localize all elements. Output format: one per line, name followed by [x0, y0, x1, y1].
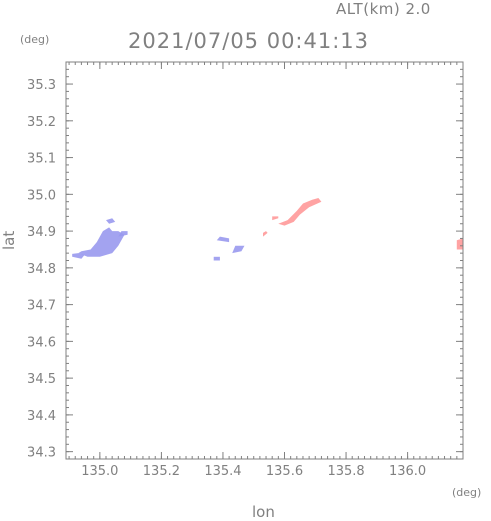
y-tick-label: 35.1: [27, 152, 56, 167]
major-ticks: [66, 62, 463, 459]
y-tick-label: 35.0: [27, 188, 56, 203]
y-tick-label: 35.3: [27, 78, 56, 93]
echo-region-positive: [272, 216, 279, 221]
x-axis-unit: (deg): [452, 486, 482, 499]
echo-region-positive: [456, 238, 463, 250]
echo-region-positive: [263, 231, 268, 237]
echo-region-negative: [118, 231, 128, 237]
y-tick-label: 34.5: [27, 372, 56, 387]
y-tick-label: 34.7: [27, 299, 56, 314]
x-axis-label: lon: [252, 503, 275, 521]
data-regions: [72, 198, 463, 261]
x-tick-label: 135.8: [327, 464, 364, 479]
echo-region-negative: [213, 256, 220, 261]
chart-title-timestamp: 2021/07/05 00:41:13: [128, 29, 370, 53]
echo-region-negative: [106, 218, 116, 224]
x-tick-label: 135.2: [143, 464, 180, 479]
x-tick-label: 135.6: [266, 464, 303, 479]
echo-region-negative: [72, 253, 85, 259]
y-tick-label: 34.4: [27, 409, 56, 424]
x-tick-label: 135.4: [204, 464, 241, 479]
echo-region-positive: [278, 198, 322, 226]
y-axis-unit: (deg): [20, 33, 50, 46]
y-tick-label: 35.2: [27, 115, 56, 130]
x-tick-label: 136.0: [389, 464, 426, 479]
echo-region-negative: [216, 236, 230, 243]
y-tick-label: 34.9: [27, 225, 56, 240]
plot-frame: [65, 61, 464, 460]
y-tick-label: 34.6: [27, 335, 56, 350]
minor-ticks: [66, 61, 464, 460]
x-tick-label: 135.0: [81, 464, 118, 479]
y-tick-label: 34.3: [27, 446, 56, 461]
echo-region-negative: [232, 245, 245, 254]
altitude-label: ALT(km) 2.0: [336, 0, 431, 18]
echo-region-negative: [78, 227, 125, 257]
y-tick-label: 34.8: [27, 262, 56, 277]
tick-labels: 135.0 135.2 135.4 135.6 135.8 136.0 34.3 34.4 34…: [27, 78, 426, 479]
